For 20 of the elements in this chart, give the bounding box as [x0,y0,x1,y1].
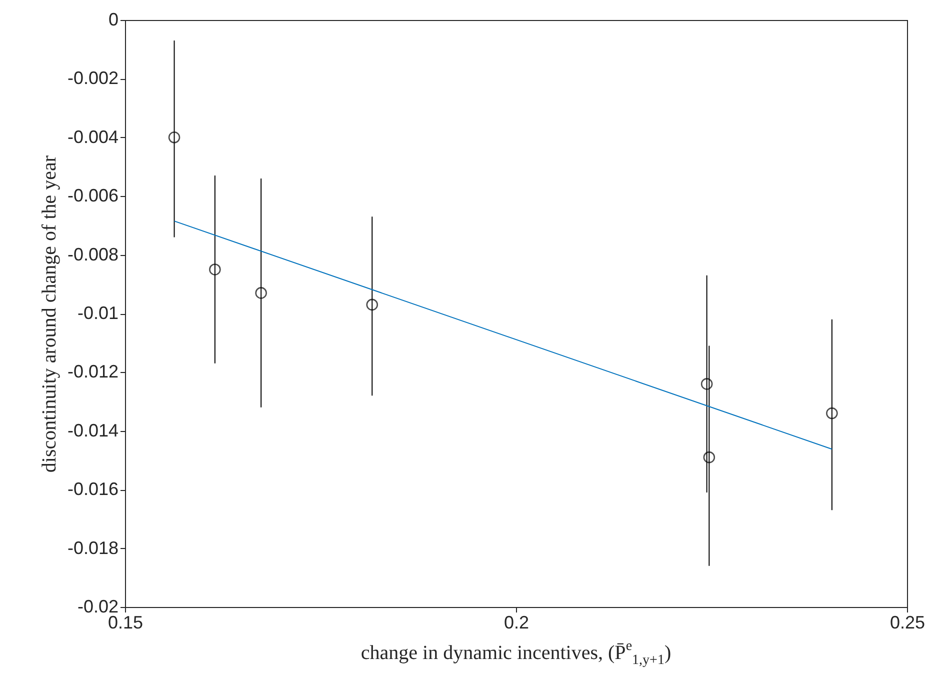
point [209,264,221,276]
point [168,132,180,144]
x-tick-label: 0.2 [504,612,530,632]
y-axis-title: discontinuity around change of the year [38,155,60,473]
y-tick-label: -0.018 [67,538,118,558]
y-tick-label: 0 [108,10,118,30]
y-tick-label: -0.012 [67,362,118,382]
point [703,451,716,464]
point [366,298,378,311]
y-tick-label: -0.014 [67,420,118,440]
point [700,378,713,390]
y-tick-label: -0.004 [67,126,118,147]
point [255,287,267,299]
y-tick-label: -0.006 [67,186,118,206]
x-tick-label: 0.25 [890,612,926,632]
y-tick-label: -0.016 [67,479,118,500]
y-tick-label: -0.002 [67,68,118,88]
point [826,407,838,420]
y-tick-label: -0.008 [67,244,118,264]
y-tick-label: -0.01 [77,303,118,323]
